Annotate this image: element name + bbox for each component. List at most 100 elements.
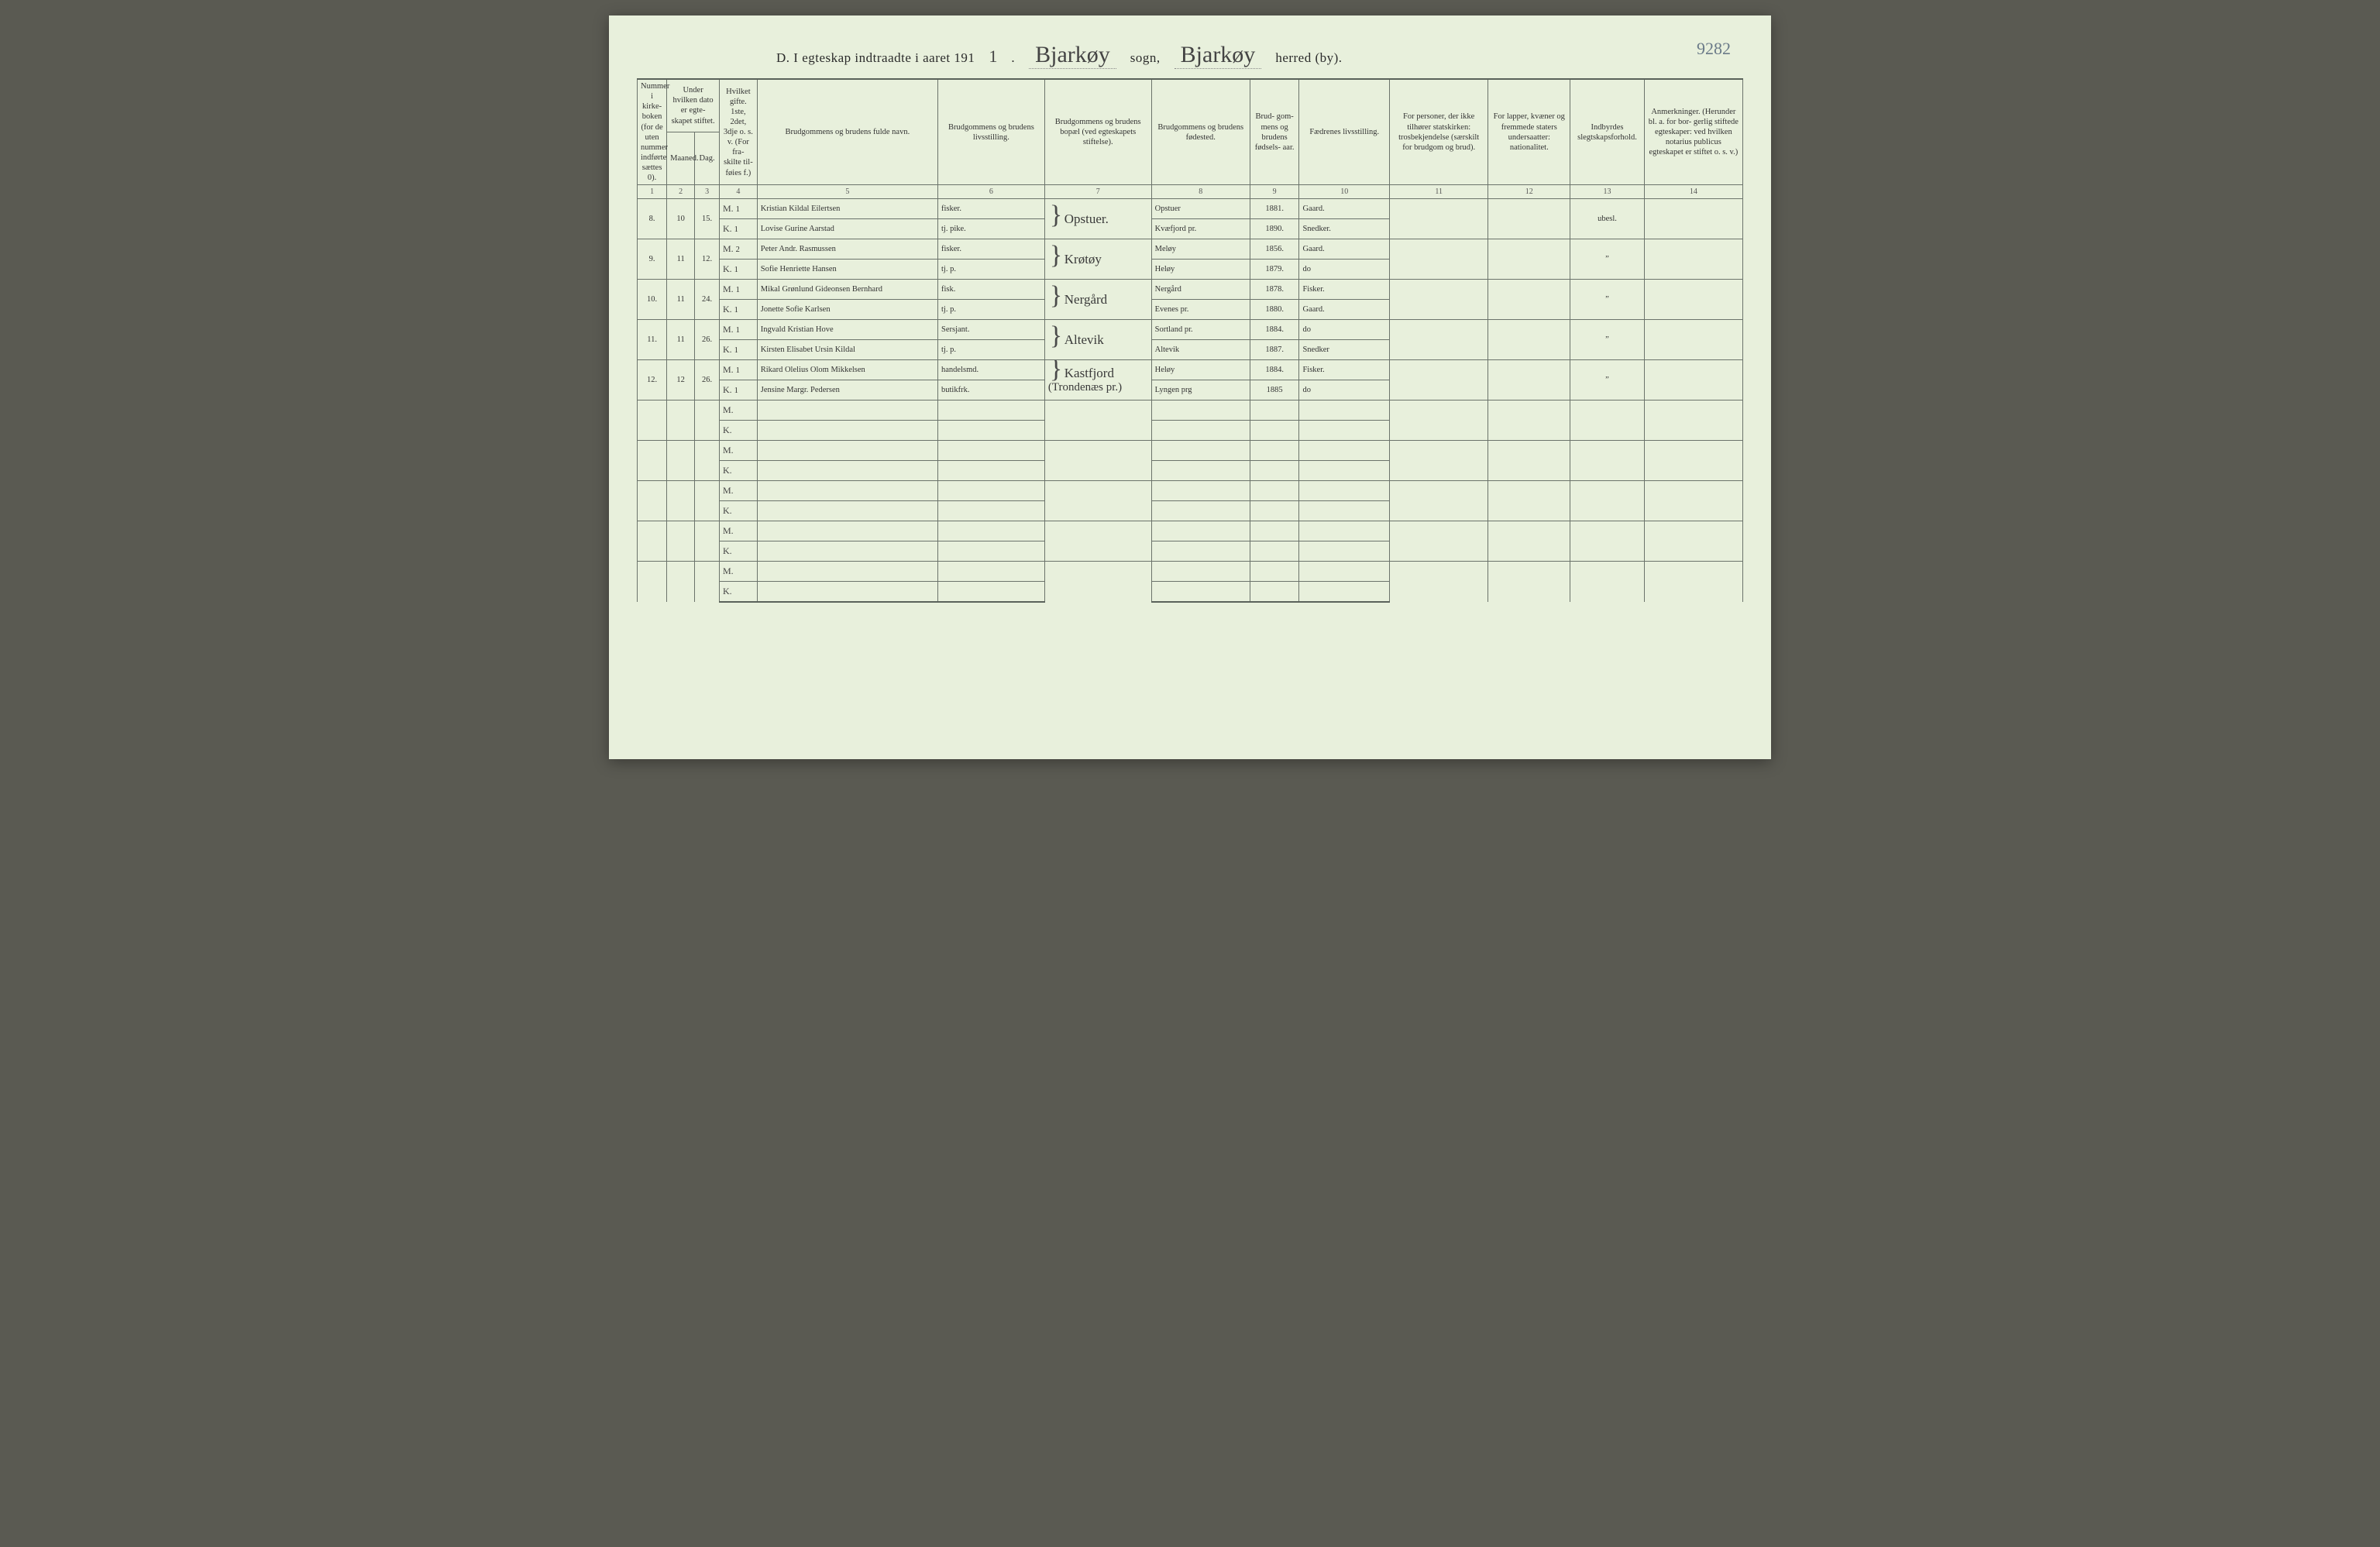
full-name: Sofie Henriette Hansen bbox=[757, 260, 937, 280]
herred-value: Bjarkøy bbox=[1175, 42, 1262, 69]
day bbox=[695, 521, 720, 562]
confession bbox=[1390, 521, 1488, 562]
occupation: fisker. bbox=[938, 239, 1045, 260]
col-header-12: For lapper, kvæner og fremmede staters u… bbox=[1488, 79, 1570, 185]
remarks bbox=[1644, 481, 1742, 521]
confession bbox=[1390, 441, 1488, 481]
confession bbox=[1390, 199, 1488, 239]
entry-number bbox=[638, 401, 667, 441]
entry-number: 9. bbox=[638, 239, 667, 280]
occupation: tj. p. bbox=[938, 300, 1045, 320]
entry-number bbox=[638, 562, 667, 602]
occupation: tj. p. bbox=[938, 260, 1045, 280]
full-name bbox=[757, 562, 937, 582]
confession bbox=[1390, 239, 1488, 280]
col-number: 2 bbox=[667, 185, 695, 199]
father-occupation bbox=[1299, 541, 1390, 562]
table-row: M. bbox=[638, 401, 1743, 421]
entry-number bbox=[638, 481, 667, 521]
birth-year: 1884. bbox=[1250, 360, 1299, 380]
full-name: Peter Andr. Rasmussen bbox=[757, 239, 937, 260]
col-header-2a: Under hvilken dato er egte- skapet stift… bbox=[667, 79, 720, 132]
father-occupation: Fisker. bbox=[1299, 280, 1390, 300]
confession bbox=[1390, 320, 1488, 360]
col-header-1: Nummer i kirke- boken (for de uten numme… bbox=[638, 79, 667, 185]
birthplace bbox=[1151, 421, 1250, 441]
col-number: 4 bbox=[720, 185, 758, 199]
nationality bbox=[1488, 360, 1570, 401]
table-row: M. bbox=[638, 481, 1743, 501]
day bbox=[695, 401, 720, 441]
col-header-13: Indbyrdes slegtskapsforhold. bbox=[1570, 79, 1644, 185]
father-occupation bbox=[1299, 481, 1390, 501]
nationality bbox=[1488, 441, 1570, 481]
month: 11 bbox=[667, 320, 695, 360]
day: 15. bbox=[695, 199, 720, 239]
nationality bbox=[1488, 280, 1570, 320]
birthplace: Kvæfjord pr. bbox=[1151, 219, 1250, 239]
birthplace bbox=[1151, 582, 1250, 602]
marriage-order: K. bbox=[720, 421, 758, 441]
birth-year: 1881. bbox=[1250, 199, 1299, 219]
full-name: Kristian Kildal Eilertsen bbox=[757, 199, 937, 219]
father-occupation bbox=[1299, 521, 1390, 541]
confession bbox=[1390, 401, 1488, 441]
occupation bbox=[938, 441, 1045, 461]
month: 11 bbox=[667, 239, 695, 280]
father-occupation: Gaard. bbox=[1299, 239, 1390, 260]
birth-year: 1878. bbox=[1250, 280, 1299, 300]
father-occupation: Snedker bbox=[1299, 340, 1390, 360]
header-prefix: D. I egteskap indtraadte i aaret 191 bbox=[776, 50, 975, 66]
birth-year bbox=[1250, 441, 1299, 461]
full-name bbox=[757, 501, 937, 521]
day bbox=[695, 481, 720, 521]
birthplace: Altevik bbox=[1151, 340, 1250, 360]
occupation bbox=[938, 401, 1045, 421]
full-name: Jensine Margr. Pedersen bbox=[757, 380, 937, 401]
residence bbox=[1044, 401, 1151, 441]
occupation bbox=[938, 541, 1045, 562]
table-head: Nummer i kirke- boken (for de uten numme… bbox=[638, 79, 1743, 185]
table-row: 11.1126.M.1Ingvald Kristian HoveSersjant… bbox=[638, 320, 1743, 340]
col-number: 3 bbox=[695, 185, 720, 199]
day: 24. bbox=[695, 280, 720, 320]
occupation: tj. pike. bbox=[938, 219, 1045, 239]
birth-year: 1879. bbox=[1250, 260, 1299, 280]
day: 26. bbox=[695, 360, 720, 401]
birthplace bbox=[1151, 401, 1250, 421]
marriage-order: M.1 bbox=[720, 280, 758, 300]
birth-year bbox=[1250, 541, 1299, 562]
table-row: M. bbox=[638, 521, 1743, 541]
herred-label: herred (by). bbox=[1275, 50, 1342, 66]
remarks bbox=[1644, 239, 1742, 280]
col-number: 6 bbox=[938, 185, 1045, 199]
birth-year bbox=[1250, 501, 1299, 521]
residence bbox=[1044, 521, 1151, 562]
col-header-4: Hvilket gifte. 1ste, 2det, 3dje o. s. v.… bbox=[720, 79, 758, 185]
col-number: 13 bbox=[1570, 185, 1644, 199]
kinship bbox=[1570, 521, 1644, 562]
birthplace: Evenes pr. bbox=[1151, 300, 1250, 320]
confession bbox=[1390, 360, 1488, 401]
entry-number: 12. bbox=[638, 360, 667, 401]
entry-number bbox=[638, 441, 667, 481]
remarks bbox=[1644, 401, 1742, 441]
birthplace: Sortland pr. bbox=[1151, 320, 1250, 340]
birthplace: Opstuer bbox=[1151, 199, 1250, 219]
col-header-5: Brudgommens og brudens fulde navn. bbox=[757, 79, 937, 185]
father-occupation bbox=[1299, 501, 1390, 521]
residence: } Kastfjord(Trondenæs pr.) bbox=[1044, 360, 1151, 401]
remarks bbox=[1644, 280, 1742, 320]
birth-year: 1890. bbox=[1250, 219, 1299, 239]
header-dot: . bbox=[1011, 50, 1015, 66]
occupation: butikfrk. bbox=[938, 380, 1045, 401]
col-number: 11 bbox=[1390, 185, 1488, 199]
full-name: Rikard Olelius Olom Mikkelsen bbox=[757, 360, 937, 380]
month bbox=[667, 441, 695, 481]
day: 26. bbox=[695, 320, 720, 360]
column-number-row: 1234567891011121314 bbox=[638, 185, 1743, 199]
occupation bbox=[938, 582, 1045, 602]
nationality bbox=[1488, 562, 1570, 602]
residence: } Krøtøy bbox=[1044, 239, 1151, 280]
occupation bbox=[938, 461, 1045, 481]
